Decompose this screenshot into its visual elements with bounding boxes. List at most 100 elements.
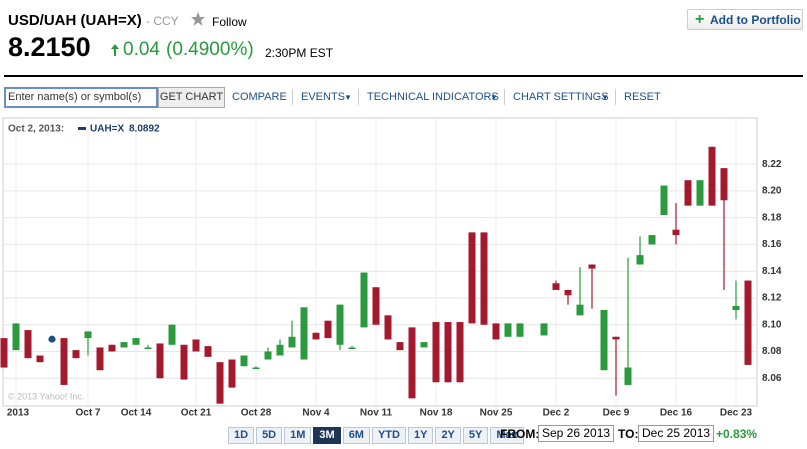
candle-body	[276, 344, 284, 356]
y-tick-label: 8.12	[762, 293, 782, 304]
x-tick-label: Oct 7	[75, 408, 100, 419]
y-tick-label: 8.08	[762, 346, 782, 357]
up-arrow	[111, 44, 119, 56]
hover-marker	[48, 335, 56, 343]
x-tick-label: 2013	[7, 408, 30, 419]
candle-body	[192, 339, 200, 352]
candle-body	[132, 338, 140, 345]
candle-body	[216, 362, 224, 404]
range-button[interactable]: 6M	[342, 427, 370, 444]
candle-body	[516, 323, 524, 337]
add-portfolio-button[interactable]: + Add to Portfolio	[687, 9, 803, 30]
range-button[interactable]: 1M	[284, 427, 312, 444]
separator	[358, 89, 359, 105]
y-tick-label: 8.22	[762, 159, 782, 170]
candle-body	[300, 307, 308, 360]
x-tick-label: Nov 4	[302, 408, 330, 419]
get-chart-button[interactable]: GET CHART	[158, 87, 225, 108]
candle-body	[744, 280, 752, 365]
range-button[interactable]: 1Y	[407, 427, 434, 444]
range-button[interactable]: YTD	[371, 427, 406, 444]
price: 8.2150	[8, 32, 91, 62]
candle-body	[24, 330, 32, 359]
range-button[interactable]: Max	[490, 427, 524, 444]
candle-body	[144, 347, 152, 349]
range-button[interactable]: 5D	[256, 427, 283, 444]
range-buttons: 1D 5D 1M 3M 6M YTD 1Y 2Y 5Y Max	[228, 425, 526, 444]
candle-body	[168, 324, 176, 345]
toolbar-item[interactable]: TECHNICAL INDICATORS	[367, 91, 499, 103]
candle-body	[312, 332, 320, 340]
candle-body	[576, 304, 584, 316]
x-tick-label: Dec 23	[720, 408, 753, 419]
candle-body	[540, 323, 548, 336]
from-input[interactable]: Sep 26 2013	[538, 425, 615, 442]
from-label: FROM:	[500, 427, 540, 441]
candle-body	[240, 355, 248, 367]
toolbar-item[interactable]: CHART SETTINGS	[513, 91, 609, 103]
candle-body	[600, 310, 608, 371]
candle-body	[468, 232, 476, 324]
y-tick-label: 8.06	[762, 373, 782, 384]
to-input[interactable]: Dec 25 2013	[638, 425, 715, 442]
candle-body	[60, 338, 68, 385]
candle-body	[720, 168, 728, 201]
dropdown-arrow: ▼	[490, 93, 498, 102]
change-percent: (0.4900%)	[166, 39, 254, 60]
candle-body	[504, 323, 512, 337]
x-tick-label: Dec 16	[660, 408, 693, 419]
candle-body	[552, 283, 560, 290]
candle-body	[480, 232, 488, 325]
range-button[interactable]: 5Y	[462, 427, 489, 444]
star-icon[interactable]	[191, 12, 205, 26]
toolbar-item[interactable]: COMPARE	[232, 91, 287, 103]
candle-body	[696, 180, 704, 206]
watermark: © 2013 Yahoo! Inc.	[8, 391, 84, 401]
add-portfolio-label: Add to Portfolio	[710, 13, 801, 27]
x-tick-label: Oct 21	[181, 408, 212, 419]
to-label: TO:	[618, 427, 639, 441]
candle-body	[108, 344, 116, 352]
dropdown-arrow: ▼	[344, 93, 352, 102]
toolbar-item[interactable]: RESET	[624, 91, 661, 103]
candle-body	[336, 304, 344, 345]
range-change: +0.83%	[716, 427, 758, 441]
candle-body	[12, 323, 20, 351]
candle-body	[732, 305, 740, 310]
candle-body	[396, 342, 404, 351]
x-tick-label: Nov 11	[360, 408, 393, 419]
candle-body	[324, 320, 332, 339]
candle-body	[36, 355, 44, 363]
follow[interactable]: Follow	[212, 15, 247, 29]
separator	[615, 89, 616, 105]
y-tick-label: 8.16	[762, 239, 782, 250]
candle-body	[156, 343, 164, 379]
candle-body	[384, 315, 392, 340]
candle-body	[684, 180, 692, 206]
candle-body	[408, 327, 416, 399]
range-button[interactable]: 3M	[313, 427, 341, 444]
plus-icon: +	[695, 11, 705, 28]
candle-body	[96, 347, 104, 371]
range-button[interactable]: 2Y	[435, 427, 461, 444]
x-tick-label: Nov 18	[420, 408, 453, 419]
dropdown-arrow: ▼	[601, 93, 609, 102]
candle-body	[0, 338, 8, 368]
y-tick-label: 8.14	[762, 266, 782, 277]
candle-body	[72, 350, 80, 359]
symbol-input[interactable]: Enter name(s) or symbol(s)	[4, 87, 158, 108]
legend-swatch	[78, 127, 86, 130]
candle-body	[228, 359, 236, 388]
range-button[interactable]: 1D	[228, 427, 255, 444]
candle-body	[264, 351, 272, 360]
candle-body	[420, 342, 428, 348]
candle-body	[252, 367, 260, 370]
candle-body	[288, 336, 296, 348]
candle-body	[624, 367, 632, 385]
legend-value: 8.0892	[129, 124, 160, 135]
candle-body	[120, 342, 128, 348]
x-tick-label: Oct 28	[241, 408, 272, 419]
candle-body	[612, 336, 620, 340]
plot-frame	[2, 117, 758, 407]
toolbar-item[interactable]: EVENTS	[301, 91, 346, 103]
